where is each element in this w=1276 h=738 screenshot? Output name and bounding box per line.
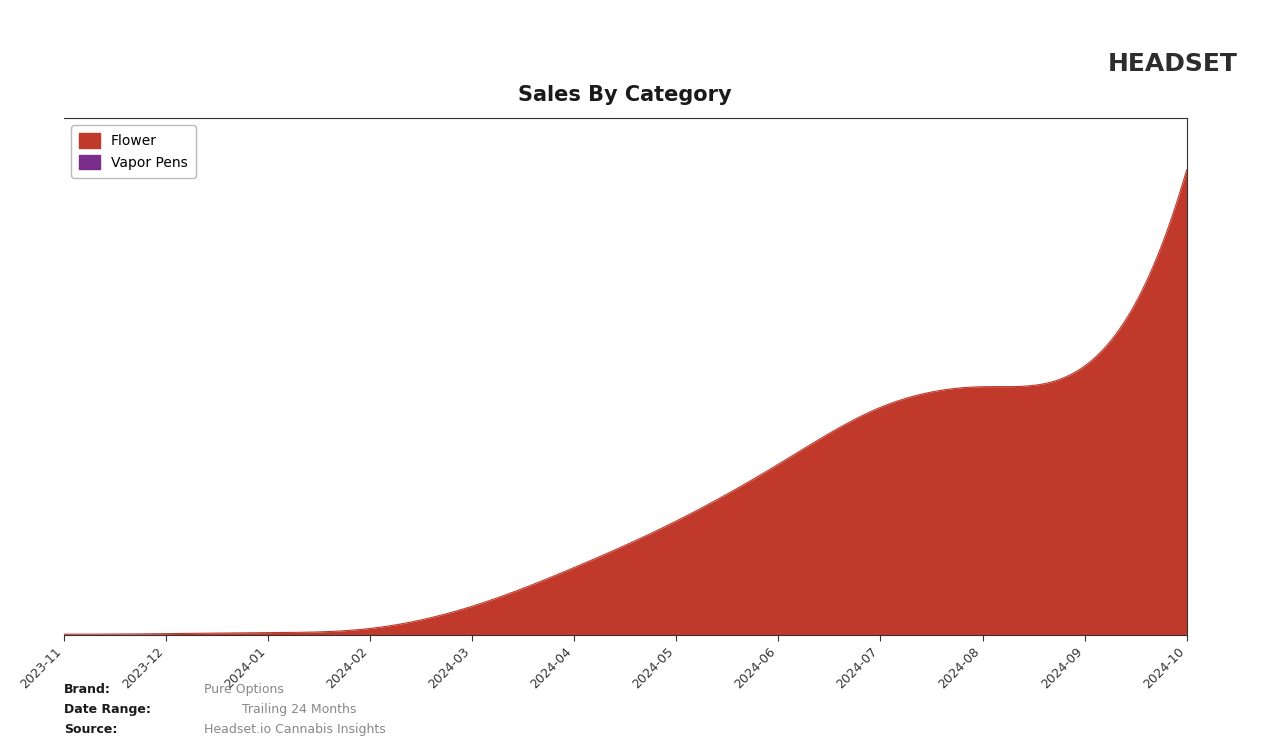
Text: Headset.io Cannabis Insights: Headset.io Cannabis Insights (204, 723, 385, 736)
Text: Brand:: Brand: (64, 683, 111, 696)
Text: Pure Options: Pure Options (204, 683, 285, 696)
Text: Trailing 24 Months: Trailing 24 Months (242, 703, 357, 716)
Text: HEADSET: HEADSET (1108, 52, 1238, 76)
Text: Date Range:: Date Range: (64, 703, 151, 716)
Title: Sales By Category: Sales By Category (518, 86, 732, 106)
Text: Source:: Source: (64, 723, 117, 736)
Legend: Flower, Vapor Pens: Flower, Vapor Pens (70, 125, 197, 179)
